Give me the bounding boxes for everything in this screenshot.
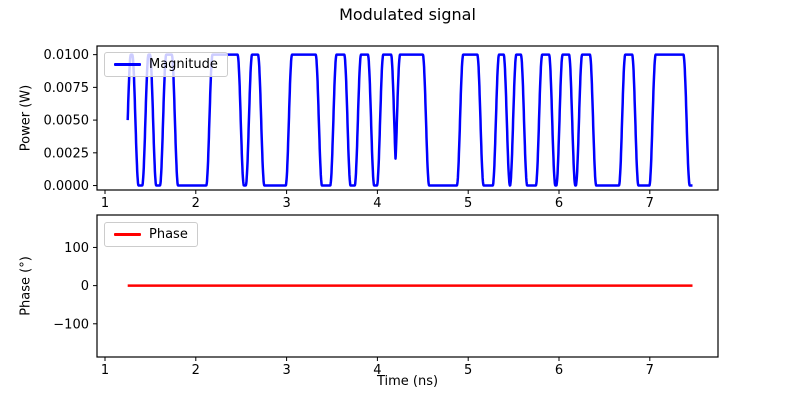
x-tick-label: 1 — [101, 363, 109, 378]
x-tick-label: 5 — [464, 196, 472, 211]
x-tick-label: 2 — [192, 196, 200, 211]
y-tick-label: 0.0075 — [44, 81, 90, 96]
y-tick-label: 0.0000 — [44, 179, 90, 194]
x-tick-label: 3 — [282, 363, 290, 378]
y-tick-label: 100 — [64, 241, 89, 256]
figure-title: Modulated signal — [339, 5, 476, 24]
x-tick-label: 7 — [646, 196, 654, 211]
y-tick-label: 0.0050 — [44, 114, 90, 129]
x-tick-label: 6 — [555, 196, 563, 211]
x-tick-label: 4 — [373, 363, 381, 378]
legend-phase: Phase — [104, 222, 198, 247]
legend-magnitude: Magnitude — [104, 52, 228, 77]
x-tick-label: 7 — [646, 363, 654, 378]
x-tick-label: 3 — [282, 196, 290, 211]
y-tick-label: 0.0025 — [44, 146, 90, 161]
magnitude-line-swatch — [114, 63, 141, 66]
x-tick-label: 1 — [101, 196, 109, 211]
x-tick-label: 2 — [192, 363, 200, 378]
x-tick-label: 5 — [464, 363, 472, 378]
x-tick-label: 4 — [373, 196, 381, 211]
phase-axis-label: Phase (°) — [18, 256, 34, 316]
legend-phase-label: Phase — [149, 227, 188, 242]
y-tick-label: 0.0100 — [44, 48, 90, 63]
legend-magnitude-label: Magnitude — [149, 57, 218, 72]
y-tick-label: 0 — [81, 279, 89, 294]
x-tick-label: 6 — [555, 363, 563, 378]
phase-line-swatch — [114, 233, 141, 236]
axes-frame — [96, 45, 719, 191]
time-axis-label: Time (ns) — [376, 374, 439, 389]
power-axis-label: Power (W) — [18, 84, 34, 152]
y-tick-label: −100 — [53, 317, 89, 332]
